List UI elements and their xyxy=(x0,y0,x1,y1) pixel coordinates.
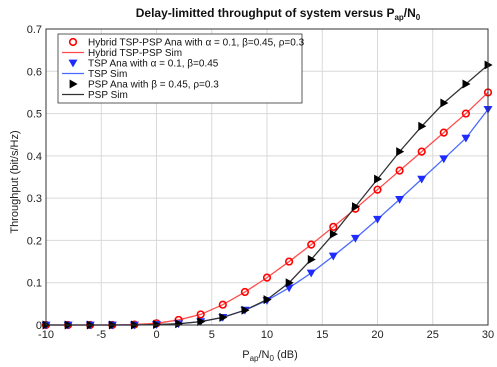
y-tick-label: 0.4 xyxy=(27,151,42,163)
x-tick-label: 0 xyxy=(153,329,159,341)
y-tick-label: 0.6 xyxy=(27,66,42,78)
data-point xyxy=(263,295,272,305)
data-point xyxy=(461,109,471,118)
plot-frame xyxy=(45,28,489,326)
legend-swatch-marker xyxy=(68,37,78,47)
data-point xyxy=(374,174,383,184)
data-point xyxy=(241,305,250,315)
chart-title: Delay-limitted throughput of system vers… xyxy=(136,6,421,22)
y-tick-label: 0.2 xyxy=(27,235,42,247)
x-axis-label: Pap/N0 (dB) xyxy=(242,349,298,363)
data-point xyxy=(306,269,316,278)
x-tick-label: -5 xyxy=(96,329,106,341)
legend-item: Hybrid TSP-PSP Ana with α = 0.1, β=0.45,… xyxy=(68,37,305,49)
data-point xyxy=(285,257,294,266)
legend-label: PSP Sim xyxy=(88,90,128,101)
legend-label: Hybrid TSP-PSP Sim xyxy=(88,48,182,59)
y-tick-label: 0.7 xyxy=(27,24,42,36)
legend-swatch-marker xyxy=(68,59,78,68)
legend-item: Hybrid TSP-PSP Sim xyxy=(62,48,182,59)
x-tick-label: 25 xyxy=(427,329,439,341)
x-tick-label: 5 xyxy=(209,329,215,341)
data-point xyxy=(439,155,449,164)
x-tick-label: 30 xyxy=(482,329,494,341)
legend: Hybrid TSP-PSP Ana with α = 0.1, β=0.45,… xyxy=(57,33,305,104)
x-tick-label: 10 xyxy=(261,329,273,341)
legend-swatch-marker xyxy=(69,79,78,89)
y-tick-label: 0.3 xyxy=(27,193,42,205)
x-tick-label: 20 xyxy=(371,329,383,341)
data-point xyxy=(373,185,382,194)
data-point xyxy=(462,79,471,89)
legend-item: PSP Sim xyxy=(62,90,128,101)
data-point xyxy=(219,312,228,322)
data-point xyxy=(373,215,382,224)
x-tick-label: -10 xyxy=(38,329,54,341)
data-point xyxy=(396,147,405,157)
legend-box xyxy=(57,33,303,104)
data-point xyxy=(351,202,361,212)
data-point xyxy=(262,273,272,282)
data-point xyxy=(197,317,206,327)
data-point xyxy=(395,166,404,175)
data-point xyxy=(439,128,448,137)
legend-label: PSP Ana with β = 0.45, ρ=0.3 xyxy=(88,80,219,91)
tick-labels: -10 -5 0 5 10 15 20 25 30 0 0.1 0.2 0.3 0.4 0.5 0.6 0.7 xyxy=(27,24,494,341)
y-tick-label: 0.1 xyxy=(27,278,42,290)
data-point xyxy=(350,234,360,243)
y-tick-label: 0 xyxy=(36,320,42,332)
data-point xyxy=(440,98,449,108)
data-point xyxy=(307,240,316,249)
data-point xyxy=(417,175,427,184)
data-point xyxy=(461,134,471,143)
y-axis-label: Throughput (bit/s/Hz) xyxy=(9,130,21,233)
y-tick-label: 0.5 xyxy=(27,109,42,121)
legend-item: PSP Ana with β = 0.45, ρ=0.3 xyxy=(69,79,219,91)
legend-item: TSP Sim xyxy=(62,69,127,80)
data-point xyxy=(240,287,249,297)
legend-item: TSP Ana with α = 0.1, β=0.45 xyxy=(68,59,219,70)
legend-label: TSP Sim xyxy=(88,69,127,80)
data-point xyxy=(285,278,294,288)
data-point xyxy=(307,254,316,264)
data-point xyxy=(329,222,338,231)
legend-label: TSP Ana with α = 0.1, β=0.45 xyxy=(88,59,219,70)
data-point xyxy=(395,196,405,204)
data-point xyxy=(328,252,338,261)
legend-label: Hybrid TSP-PSP Ana with α = 0.1, β=0.45,… xyxy=(88,38,305,49)
data-point xyxy=(218,300,227,309)
data-point xyxy=(417,147,426,156)
x-tick-label: 15 xyxy=(316,329,328,341)
data-point xyxy=(329,229,338,239)
data-point xyxy=(175,319,184,329)
data-point xyxy=(418,121,427,131)
data-point xyxy=(196,310,205,319)
